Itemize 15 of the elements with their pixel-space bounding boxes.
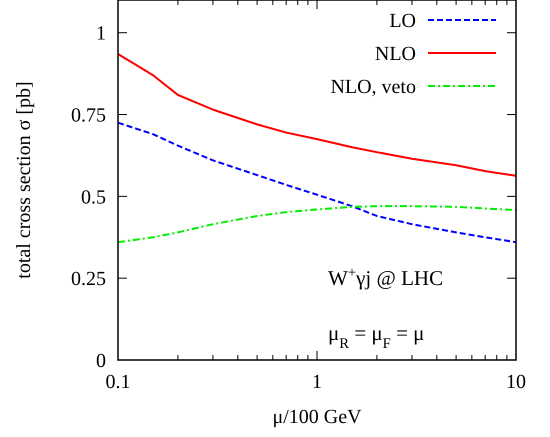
x-axis-title: μ/100 GeV	[272, 406, 362, 428]
legend-label: NLO	[374, 43, 416, 65]
y-tick-label: 0.5	[81, 186, 106, 208]
y-tick-label: 1	[96, 22, 106, 45]
y-tick-label: 0.25	[71, 268, 106, 290]
y-axis-title: total cross section σ [pb]	[13, 81, 35, 279]
annotation: W$^{+}$γj @ LHC	[328, 265, 444, 290]
y-tick-label: 0.75	[71, 104, 106, 127]
x-tick-label: 10	[506, 371, 526, 393]
legend-label: NLO, veto	[330, 76, 416, 98]
y-tick-label: 0	[96, 350, 106, 372]
x-tick-label: 0.1	[106, 371, 130, 393]
annotation: μ$_{R}$ = μ$_{F}$ = μ	[328, 321, 424, 352]
x-tick-label: 1	[312, 371, 322, 393]
legend-label: LO	[389, 10, 416, 32]
